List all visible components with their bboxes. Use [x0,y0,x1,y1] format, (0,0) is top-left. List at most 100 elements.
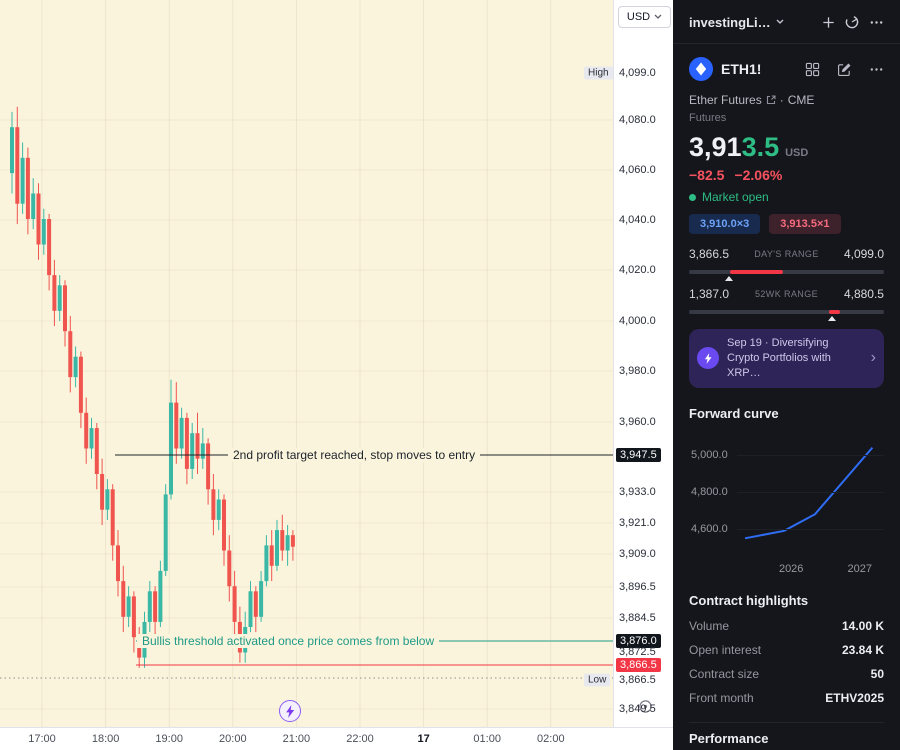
chevron-right-icon: › [870,349,876,367]
price-currency: USD [785,147,809,159]
forward-curve-line [744,446,874,539]
candlestick-chart [0,0,613,727]
plus-icon [822,16,834,28]
price-tick: 3.5 [741,132,780,162]
currency-dropdown[interactable]: USD [618,6,671,28]
annotation-profit-target[interactable]: 2nd profit target reached, stop moves to… [228,448,481,462]
price-badge: 3,866.5 [616,658,661,672]
days-range-marker [724,276,733,281]
forward-curve-xtick: 2027 [847,562,873,575]
52wk-range-segment [829,310,841,314]
banner-line1: Sep 19 · Diversifying [727,337,829,349]
days-range-low: 3,866.5 [689,247,730,261]
price-label: 3,849.5 [619,703,656,715]
contract-highlights-title: Contract highlights [689,592,809,608]
time-label: 19:00 [155,733,183,745]
forward-curve-gridline [737,528,884,530]
contract-row: Contract size 50 [689,662,884,686]
bid-pill[interactable]: 3,910.0×3 [689,214,761,234]
annotation-bullish-threshold[interactable]: Bullis threshold activated once price co… [137,634,440,648]
forward-curve-xtick: 2026 [778,562,804,575]
price-label: 3,884.5 [619,612,656,624]
price-label: 3,960.0 [619,416,656,428]
watchlist-panel: investingLi… ETH1! [673,0,900,750]
candlestick-series [10,106,295,668]
price-label: 3,872.5 [619,646,656,658]
contract-label: Open interest [689,642,762,657]
contract-highlights-list: Volume 14.00 K Open interest 23.84 K Contrac… [673,608,900,710]
pie-chart-icon [845,15,859,29]
promo-banner[interactable]: Sep 19 · Diversifying Crypto Portfolios … [689,329,884,388]
layout-grid-button[interactable] [800,58,824,80]
watchlist-more-button[interactable] [864,11,888,33]
contract-value: 50 [870,666,884,681]
forward-curve-ytick: 4,800.0 [691,485,728,498]
quote-change: −82.5 −2.06% [673,163,900,183]
price-label: 3,980.0 [619,365,656,377]
price-axis[interactable]: USD 4,099.0 High 4,080.0 4,060.0 4,040.0 4,02… [584,0,673,727]
forward-curve-chart: 5,000.0 4,800.0 4,600.0 2026 2027 [689,425,884,575]
session-lightning-icon[interactable] [279,700,301,722]
time-label: 20:00 [219,733,247,745]
time-label: 01:00 [473,733,501,745]
symbol-code: ETH1! [721,61,762,77]
price-label: 3,921.0 [619,517,656,529]
high-tag: High [584,66,613,80]
symbol-row[interactable]: ETH1! [673,44,900,81]
notes-button[interactable] [832,58,856,80]
52wk-range-block: 1,387.0 52WK RANGE 4,880.5 [673,274,900,321]
banner-lightning-circle [697,347,719,370]
more-icon [870,20,882,24]
symbol-description-text[interactable]: Ether Futures [689,93,762,107]
price-label: 3,896.5 [619,581,656,593]
add-symbol-button[interactable] [816,11,840,33]
days-range-high: 4,099.0 [843,247,884,261]
contract-row: Volume 14.00 K [689,614,884,638]
symbol-more-button[interactable] [864,58,888,80]
symbol-type: Futures [689,112,727,124]
time-label: 02:00 [537,733,565,745]
banner-line2: Crypto Portfolios with XRP… [727,351,831,379]
chevron-down-icon [654,14,662,19]
time-label: 18:00 [91,733,120,745]
lightning-bolt-icon [704,352,712,364]
external-link-icon[interactable] [766,95,776,105]
contract-label: Volume [689,618,730,633]
ask-pill[interactable]: 3,913.5×1 [769,214,841,234]
price-label: 4,080.0 [619,114,656,126]
forward-curve-gridline [737,491,884,493]
watchlist-title-label: investingLi… [689,14,771,30]
price-label: 4,000.0 [619,315,656,327]
chart-section: 2nd profit target reached, stop moves to… [0,0,673,750]
contract-value: 23.84 K [841,642,884,657]
symbol-description: Ether Futures · CME [673,81,900,107]
forward-curve-ytick: 5,000.0 [691,448,728,461]
more-icon [870,67,882,71]
forward-curve-title: Forward curve [689,405,779,421]
low-tag: Low [584,673,611,687]
portfolio-overview-button[interactable] [840,11,864,33]
price-label: 3,933.0 [619,486,656,498]
contract-row: Front month ETHV2025 [689,686,884,710]
forward-curve-gridline [737,454,884,456]
price-main: 3,91 [689,132,742,162]
chart-pane[interactable]: 2nd profit target reached, stop moves to… [0,0,613,727]
chevron-down-icon [776,19,784,24]
price-label: 4,060.0 [619,164,656,176]
eth-diamond-icon [695,62,707,76]
price-badge: 3,876.0 [616,634,661,648]
banner-text: Sep 19 · Diversifying Crypto Portfolios … [727,336,863,381]
price-label: 3,866.5 [619,674,656,686]
scroll-to-realtime-icon[interactable] [638,699,653,714]
price-badge: 3,947.5 [616,448,661,462]
contract-label: Contract size [689,666,760,681]
currency-label: USD [626,11,651,23]
section-divider [689,721,884,723]
time-axis[interactable]: 17:00 18:00 19:00 20:00 21:00 22:00 17 01:00 02:… [0,727,673,750]
symbol-exchange: CME [787,93,815,107]
watchlist-title[interactable]: investingLi… [689,15,816,30]
time-label: 21:00 [282,733,311,745]
compose-icon [837,63,850,76]
separator-dot: · [779,93,784,107]
grid-icon [805,62,819,76]
